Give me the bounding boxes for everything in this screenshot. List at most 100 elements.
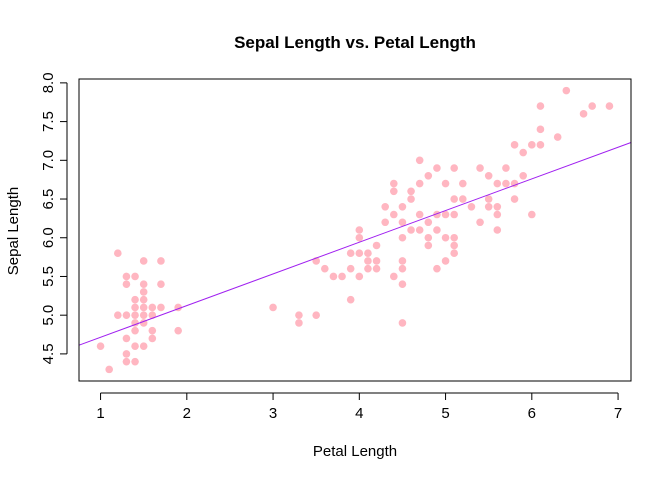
data-point (433, 226, 441, 234)
data-point (131, 295, 139, 304)
data-point (131, 303, 139, 312)
chart-title: Sepal Length vs. Petal Length (234, 33, 476, 52)
data-point (536, 102, 545, 110)
data-point (329, 272, 338, 281)
data-point (476, 164, 484, 172)
data-point (519, 171, 527, 180)
data-point (424, 233, 433, 242)
data-point (450, 233, 458, 242)
data-point (390, 179, 398, 188)
data-point (122, 272, 131, 281)
data-point (424, 241, 433, 250)
data-point (131, 357, 139, 366)
data-point (139, 342, 148, 350)
x-tick-label: 1 (96, 405, 104, 422)
y-tick-label: 6.5 (40, 189, 57, 210)
data-point (398, 264, 407, 273)
data-point (536, 141, 545, 149)
data-point (122, 311, 131, 319)
data-point (131, 311, 139, 319)
data-point (398, 202, 407, 211)
data-point (372, 257, 381, 265)
data-point (139, 280, 148, 289)
data-point (510, 195, 519, 203)
data-point (364, 264, 372, 273)
data-point (355, 249, 364, 258)
data-point (157, 280, 165, 289)
data-point (114, 249, 122, 258)
data-point (390, 210, 398, 219)
data-point (467, 202, 476, 211)
data-point (364, 257, 372, 265)
data-point (114, 311, 122, 319)
data-point (407, 187, 415, 196)
data-point (390, 272, 398, 281)
data-point (122, 280, 131, 289)
data-point (605, 102, 614, 110)
x-tick-label: 6 (528, 405, 536, 422)
data-point (346, 249, 355, 258)
data-point (493, 226, 502, 234)
data-point (338, 272, 346, 281)
data-point (398, 218, 407, 227)
data-point (364, 249, 372, 258)
data-point (105, 365, 113, 374)
data-point (148, 326, 157, 335)
y-tick-label: 7.0 (40, 150, 57, 171)
points-layer (96, 86, 614, 374)
data-point (424, 218, 433, 227)
data-point (415, 210, 424, 219)
data-point (588, 102, 596, 110)
data-point (493, 202, 502, 211)
data-point (139, 288, 148, 296)
y-tick-label: 4.5 (40, 343, 57, 364)
data-point (346, 264, 355, 273)
data-point (536, 125, 545, 134)
data-point (415, 156, 424, 165)
data-point (398, 257, 407, 265)
y-axis-label: Sepal Length (5, 187, 22, 275)
data-point (148, 303, 157, 312)
x-tick-label: 4 (355, 405, 363, 422)
data-point (484, 195, 493, 203)
data-point (381, 202, 389, 211)
data-point (346, 295, 355, 304)
data-point (122, 357, 131, 366)
data-point (312, 311, 320, 319)
data-point (553, 133, 562, 141)
data-point (372, 264, 381, 273)
data-point (528, 141, 536, 149)
data-point (502, 179, 510, 188)
data-point (484, 171, 493, 180)
x-tick-label: 5 (441, 405, 449, 422)
data-point (372, 241, 381, 250)
x-axis: 1 2 3 4 5 6 7 (96, 392, 622, 422)
data-point (502, 164, 510, 172)
data-point (122, 350, 131, 358)
data-point (579, 110, 588, 118)
data-point (407, 195, 415, 203)
data-point (295, 311, 303, 319)
y-tick-label: 8.0 (40, 72, 57, 93)
data-point (355, 226, 364, 234)
data-point (476, 218, 484, 227)
data-point (433, 164, 441, 172)
data-point (139, 311, 148, 319)
data-point (459, 179, 467, 188)
data-point (131, 342, 139, 350)
data-point (398, 319, 407, 327)
data-point (157, 303, 165, 312)
data-point (484, 202, 493, 211)
data-point (139, 303, 148, 312)
data-point (174, 326, 182, 335)
data-point (441, 257, 450, 265)
data-point (398, 280, 407, 289)
data-point (528, 210, 536, 219)
data-point (139, 257, 148, 265)
data-point (510, 141, 519, 149)
data-point (131, 326, 139, 335)
data-point (450, 249, 458, 258)
y-tick-label: 7.5 (40, 111, 57, 132)
data-point (441, 210, 450, 219)
data-point (295, 319, 303, 327)
